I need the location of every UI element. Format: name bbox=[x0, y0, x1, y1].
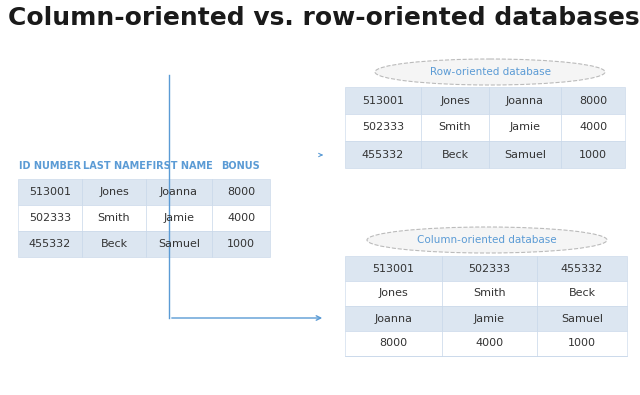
Text: BONUS: BONUS bbox=[221, 161, 260, 171]
Text: Samuel: Samuel bbox=[158, 239, 200, 249]
Text: 455332: 455332 bbox=[561, 263, 603, 273]
Text: 502333: 502333 bbox=[29, 213, 71, 223]
FancyBboxPatch shape bbox=[442, 281, 537, 306]
Text: 8000: 8000 bbox=[380, 339, 408, 348]
Text: Jones: Jones bbox=[440, 96, 470, 105]
FancyBboxPatch shape bbox=[345, 256, 442, 281]
Text: 8000: 8000 bbox=[579, 96, 607, 105]
FancyBboxPatch shape bbox=[345, 331, 442, 356]
FancyBboxPatch shape bbox=[442, 331, 537, 356]
Text: Row-oriented database: Row-oriented database bbox=[429, 67, 550, 77]
Text: 1000: 1000 bbox=[579, 149, 607, 160]
Text: Jamie: Jamie bbox=[474, 314, 505, 324]
Text: ID NUMBER: ID NUMBER bbox=[19, 161, 81, 171]
Text: Jones: Jones bbox=[99, 187, 129, 197]
Text: 8000: 8000 bbox=[227, 187, 255, 197]
FancyBboxPatch shape bbox=[212, 153, 270, 179]
Ellipse shape bbox=[367, 227, 607, 253]
Text: 455332: 455332 bbox=[29, 239, 71, 249]
FancyBboxPatch shape bbox=[345, 306, 442, 331]
Text: Beck: Beck bbox=[100, 239, 127, 249]
Text: 1000: 1000 bbox=[227, 239, 255, 249]
Text: 513001: 513001 bbox=[372, 263, 415, 273]
FancyBboxPatch shape bbox=[345, 87, 421, 114]
FancyBboxPatch shape bbox=[489, 114, 561, 141]
FancyBboxPatch shape bbox=[442, 306, 537, 331]
Text: Jamie: Jamie bbox=[163, 213, 195, 223]
Text: Column-oriented database: Column-oriented database bbox=[417, 235, 557, 245]
Text: Samuel: Samuel bbox=[504, 149, 546, 160]
FancyBboxPatch shape bbox=[146, 153, 212, 179]
FancyBboxPatch shape bbox=[537, 256, 627, 281]
FancyBboxPatch shape bbox=[345, 281, 442, 306]
Text: Joanna: Joanna bbox=[160, 187, 198, 197]
Text: 4000: 4000 bbox=[227, 213, 255, 223]
FancyBboxPatch shape bbox=[537, 306, 627, 331]
FancyBboxPatch shape bbox=[146, 205, 212, 231]
Text: 502333: 502333 bbox=[468, 263, 511, 273]
FancyBboxPatch shape bbox=[489, 141, 561, 168]
Text: Smith: Smith bbox=[438, 122, 471, 132]
FancyBboxPatch shape bbox=[421, 87, 489, 114]
Text: Jamie: Jamie bbox=[509, 122, 541, 132]
FancyBboxPatch shape bbox=[18, 153, 82, 179]
FancyBboxPatch shape bbox=[146, 231, 212, 257]
Text: 502333: 502333 bbox=[362, 122, 404, 132]
Ellipse shape bbox=[375, 59, 605, 85]
FancyBboxPatch shape bbox=[421, 114, 489, 141]
Text: Smith: Smith bbox=[98, 213, 131, 223]
FancyBboxPatch shape bbox=[561, 87, 625, 114]
Text: Beck: Beck bbox=[442, 149, 468, 160]
FancyBboxPatch shape bbox=[82, 205, 146, 231]
Text: Column-oriented vs. row-oriented databases: Column-oriented vs. row-oriented databas… bbox=[8, 6, 639, 30]
Text: Joanna: Joanna bbox=[506, 96, 544, 105]
FancyBboxPatch shape bbox=[442, 256, 537, 281]
Text: LAST NAME: LAST NAME bbox=[83, 161, 145, 171]
Text: Smith: Smith bbox=[473, 288, 506, 299]
Text: Joanna: Joanna bbox=[374, 314, 413, 324]
FancyBboxPatch shape bbox=[421, 141, 489, 168]
Text: Jones: Jones bbox=[379, 288, 408, 299]
FancyBboxPatch shape bbox=[489, 87, 561, 114]
FancyBboxPatch shape bbox=[82, 231, 146, 257]
FancyBboxPatch shape bbox=[212, 205, 270, 231]
FancyBboxPatch shape bbox=[537, 331, 627, 356]
FancyBboxPatch shape bbox=[212, 179, 270, 205]
FancyBboxPatch shape bbox=[561, 114, 625, 141]
FancyBboxPatch shape bbox=[537, 281, 627, 306]
FancyBboxPatch shape bbox=[18, 179, 82, 205]
FancyBboxPatch shape bbox=[82, 153, 146, 179]
FancyBboxPatch shape bbox=[561, 141, 625, 168]
FancyBboxPatch shape bbox=[146, 179, 212, 205]
FancyBboxPatch shape bbox=[18, 205, 82, 231]
Text: FIRST NAME: FIRST NAME bbox=[146, 161, 212, 171]
FancyBboxPatch shape bbox=[345, 141, 421, 168]
FancyBboxPatch shape bbox=[18, 231, 82, 257]
Text: 1000: 1000 bbox=[568, 339, 596, 348]
Text: 455332: 455332 bbox=[362, 149, 404, 160]
Text: 513001: 513001 bbox=[362, 96, 404, 105]
FancyBboxPatch shape bbox=[82, 179, 146, 205]
Text: 4000: 4000 bbox=[579, 122, 607, 132]
Text: 513001: 513001 bbox=[29, 187, 71, 197]
FancyBboxPatch shape bbox=[345, 114, 421, 141]
Text: Beck: Beck bbox=[568, 288, 596, 299]
Text: Samuel: Samuel bbox=[561, 314, 603, 324]
FancyBboxPatch shape bbox=[212, 231, 270, 257]
Text: 4000: 4000 bbox=[476, 339, 504, 348]
